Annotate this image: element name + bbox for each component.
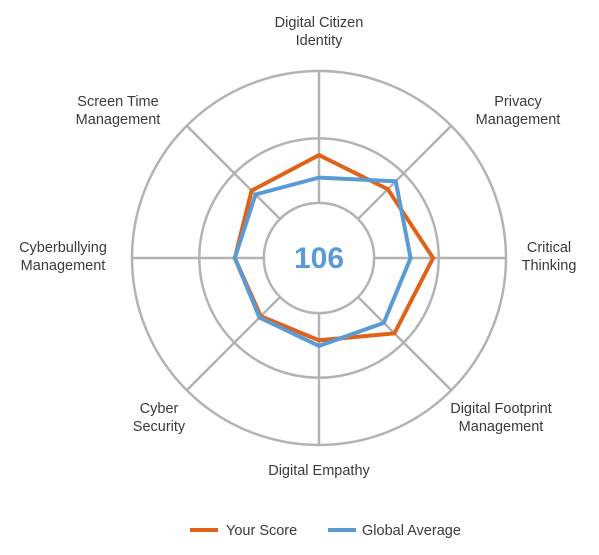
axis-label-6: Cyber Security bbox=[133, 401, 186, 435]
axis-labels: Digital Citizen Identity Privacy Management… bbox=[19, 15, 576, 479]
axis-label-2: Privacy Management bbox=[476, 94, 561, 128]
grid-spoke bbox=[357, 124, 453, 220]
axis-label-3: Critical Thinking bbox=[522, 240, 577, 274]
grid-spoke bbox=[357, 296, 453, 392]
series-layer bbox=[232, 152, 436, 349]
legend-label-1: Your Score bbox=[226, 523, 297, 539]
legend-label-2: Global Average bbox=[362, 523, 461, 539]
series-line-global-average bbox=[232, 175, 413, 349]
center-score: 106 bbox=[294, 242, 344, 275]
axis-label-8: Screen Time Management bbox=[76, 94, 161, 128]
axis-label-7: Cyberbullying Management bbox=[19, 240, 107, 274]
grid-spoke bbox=[185, 124, 281, 220]
axis-label-4: Digital Footprint Management bbox=[450, 401, 552, 435]
grid-spoke bbox=[185, 296, 281, 392]
axis-label-1: Digital Citizen Identity bbox=[275, 15, 364, 49]
axis-label-5: Digital Empathy bbox=[268, 463, 370, 479]
center-layer: 106 bbox=[294, 242, 344, 275]
legend: Your Score Global Average bbox=[190, 523, 461, 539]
radar-grid bbox=[130, 69, 508, 447]
